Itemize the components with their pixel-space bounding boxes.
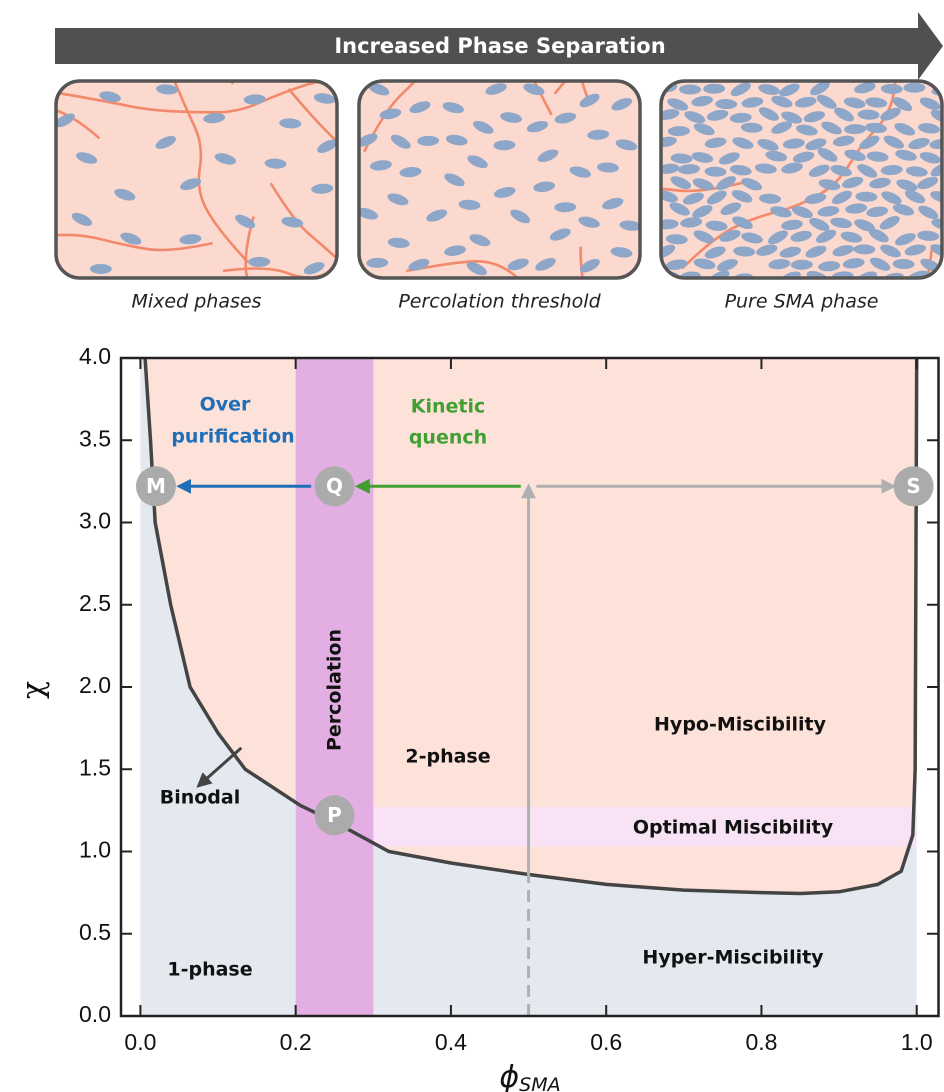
region-label: Kinetic [411, 396, 486, 418]
y-axis-title: χ [16, 681, 51, 699]
region-label: Over [200, 394, 251, 416]
figure: Increased Phase Separation Mixed phases P… [0, 0, 944, 1092]
x-tick-label: 0.2 [280, 1029, 312, 1055]
state-point-label: Q [326, 474, 343, 498]
y-tick-label: 0.5 [79, 919, 111, 945]
y-tick-label: 4.0 [79, 343, 111, 369]
banner-text: Increased Phase Separation [334, 34, 665, 58]
x-axis-symbol: ϕ [499, 1060, 519, 1092]
y-tick-label: 3.0 [79, 508, 111, 534]
x-tick-label: 0.8 [745, 1029, 777, 1055]
y-tick-label: 1.0 [79, 837, 111, 863]
state-point-label: S [906, 474, 920, 498]
y-tick-label: 1.5 [79, 754, 111, 780]
region-label: Optimal Miscibility [633, 817, 834, 839]
region-label: quench [409, 427, 487, 449]
x-axis-title: ϕSMA [499, 1060, 560, 1092]
panel-caption: Percolation threshold [398, 291, 601, 313]
x-tick-label: 0.6 [590, 1029, 622, 1055]
panel-bg [359, 81, 640, 278]
region-label: Percolation [324, 629, 346, 751]
y-tick-label: 2.5 [79, 590, 111, 616]
chart: M Q S P Over purification Kinetic quench Hypo-Mi… [16, 343, 939, 1092]
region-label: 2-phase [405, 746, 490, 768]
region-label: Hypo-Miscibility [654, 714, 827, 736]
panel-caption: Pure SMA phase [725, 291, 879, 313]
x-tick-label: 0.4 [435, 1029, 467, 1055]
y-tick-label: 2.0 [79, 672, 111, 698]
region-label: Hyper-Miscibility [642, 947, 824, 969]
y-tick-label: 0.0 [79, 1001, 111, 1027]
state-point-label: M [146, 474, 166, 498]
region-label: purification [171, 426, 294, 448]
x-tick-label: 0.0 [124, 1029, 156, 1055]
x-tick-label: 1.0 [901, 1029, 933, 1055]
region-label: 1-phase [167, 959, 252, 981]
panel-caption: Mixed phases [132, 291, 262, 313]
x-axis-subscript: SMA [519, 1074, 560, 1092]
region-label: Binodal [160, 787, 241, 809]
state-point-label: P [327, 803, 342, 827]
y-tick-label: 3.5 [79, 425, 111, 451]
particle [903, 83, 925, 93]
